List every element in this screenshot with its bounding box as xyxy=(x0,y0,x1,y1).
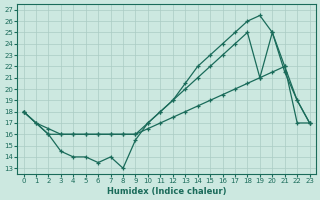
X-axis label: Humidex (Indice chaleur): Humidex (Indice chaleur) xyxy=(107,187,226,196)
